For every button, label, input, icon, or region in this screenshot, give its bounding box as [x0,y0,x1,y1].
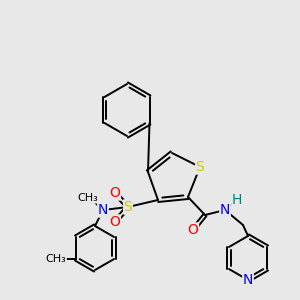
Text: S: S [124,200,132,214]
Text: N: N [98,203,108,217]
Text: CH₃: CH₃ [78,193,98,203]
Text: S: S [196,160,204,174]
Text: H: H [232,193,242,207]
Text: O: O [110,215,120,229]
Text: N: N [243,273,253,287]
Text: CH₃: CH₃ [46,254,66,264]
Text: N: N [220,203,230,217]
Text: O: O [110,186,120,200]
Text: O: O [188,223,198,237]
